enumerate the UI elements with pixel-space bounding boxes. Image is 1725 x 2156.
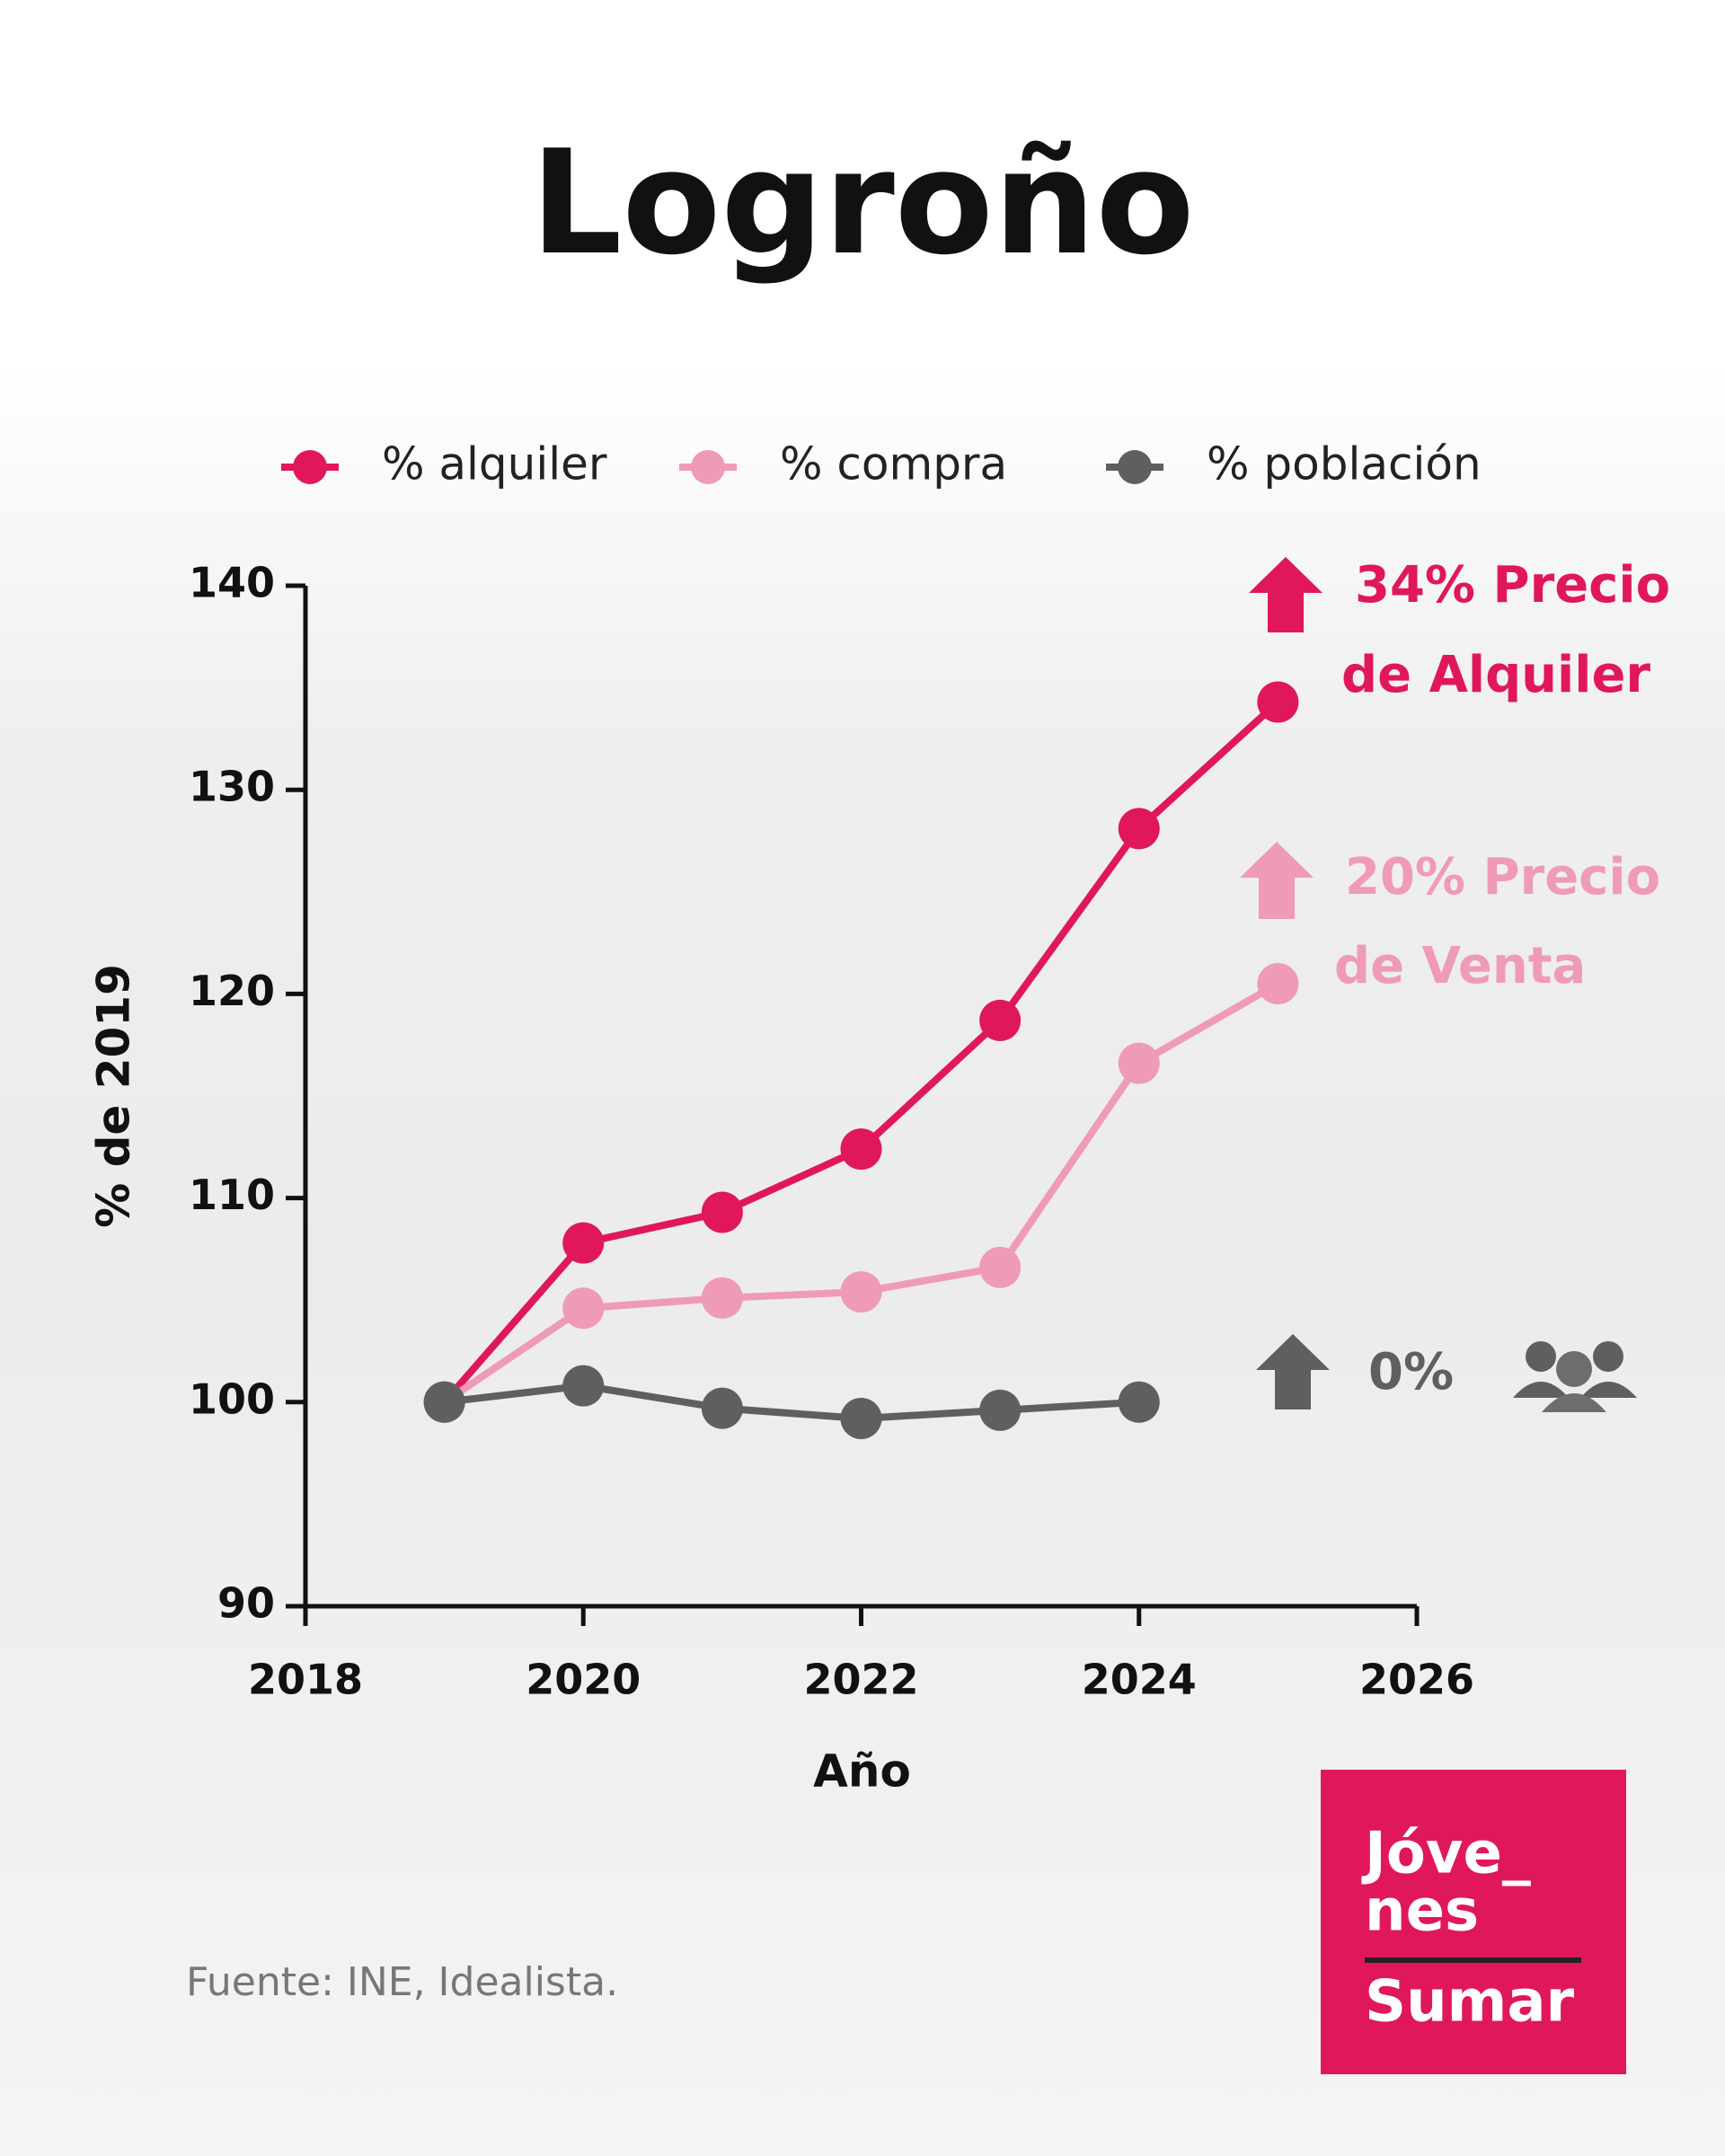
arrow-icon <box>1256 1334 1330 1409</box>
data-point <box>701 1387 743 1429</box>
data-point <box>701 1191 743 1233</box>
data-point <box>562 1222 605 1264</box>
logo-box <box>1321 1770 1626 2074</box>
data-point <box>979 1389 1022 1431</box>
data-point <box>1118 808 1160 850</box>
annotation: de Venta <box>1334 937 1586 995</box>
y-tick-label: 100 <box>189 1374 275 1423</box>
x-axis-label: Año <box>813 1745 911 1798</box>
x-tick-label: 2026 <box>1359 1656 1474 1704</box>
legend-marker <box>1118 450 1152 484</box>
x-tick-label: 2022 <box>803 1656 918 1704</box>
data-point <box>1257 681 1299 723</box>
arrow-icon <box>1249 557 1322 632</box>
data-point <box>840 1397 882 1439</box>
y-tick-label: 120 <box>189 967 275 1015</box>
y-axis-label: % de 2019 <box>88 964 140 1228</box>
y-tick-label: 90 <box>217 1579 275 1628</box>
x-tick-label: 2024 <box>1082 1656 1197 1704</box>
legend-marker <box>691 450 725 484</box>
data-point <box>1257 963 1299 1005</box>
data-point <box>979 1246 1022 1288</box>
annotation: 34% Precio <box>1355 556 1670 614</box>
data-point <box>1118 1381 1160 1423</box>
legend-label: % alquiler <box>382 438 607 490</box>
data-point <box>562 1365 605 1407</box>
logo-text: Sumar <box>1365 1969 1575 2036</box>
data-point <box>1118 1042 1160 1084</box>
data-point <box>423 1381 465 1423</box>
legend-label: % población <box>1207 438 1482 490</box>
legend-marker <box>293 450 327 484</box>
logo-text: Jóve_ <box>1361 1821 1531 1887</box>
data-point <box>840 1271 882 1313</box>
y-tick-label: 110 <box>189 1171 275 1219</box>
data-point <box>562 1287 605 1330</box>
x-tick-label: 2020 <box>526 1656 641 1704</box>
logo-text: nes <box>1365 1878 1479 1945</box>
chart-title: Logroño <box>530 119 1194 287</box>
annotation: de Alquiler <box>1341 646 1650 704</box>
y-tick-label: 130 <box>189 763 275 811</box>
source: Fuente: INE, Idealista. <box>186 1959 618 2005</box>
annotation: 20% Precio <box>1345 848 1660 906</box>
series-line <box>444 1382 1139 1422</box>
data-point <box>840 1128 882 1171</box>
people-icon <box>1513 1341 1637 1412</box>
arrow-icon <box>1240 842 1314 919</box>
y-tick-label: 140 <box>189 559 275 607</box>
data-point <box>701 1277 743 1319</box>
x-tick-label: 2018 <box>248 1656 363 1704</box>
data-point <box>979 999 1022 1041</box>
legend-label: % compra <box>780 438 1007 490</box>
annotation: 0% <box>1368 1343 1454 1401</box>
